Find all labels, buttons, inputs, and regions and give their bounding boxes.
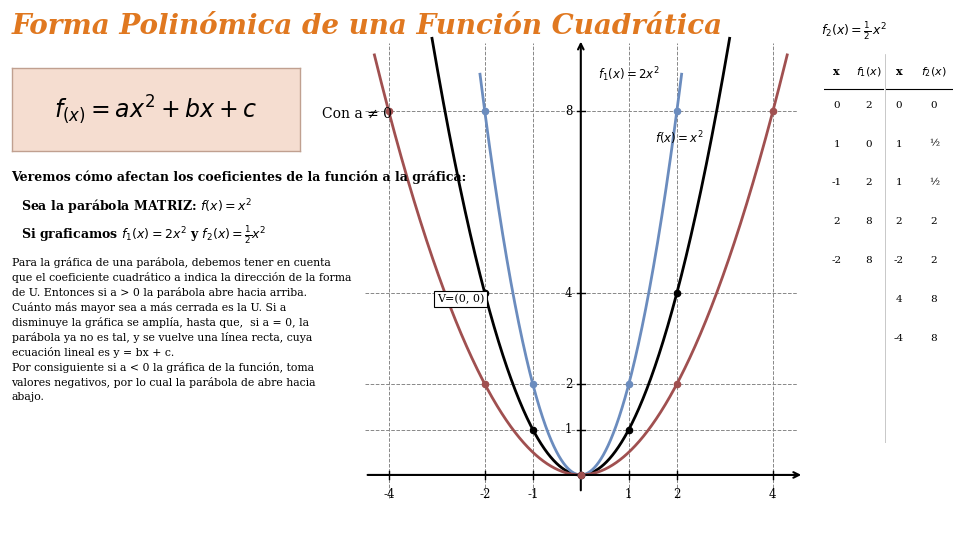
Text: -2: -2 — [479, 488, 491, 501]
Text: Sea la parábola MATRIZ: $f(x) = x^2$: Sea la parábola MATRIZ: $f(x) = x^2$ — [21, 197, 252, 217]
Text: 2: 2 — [833, 217, 840, 226]
Text: 2: 2 — [866, 178, 873, 187]
Text: -4: -4 — [894, 334, 904, 343]
Text: 2: 2 — [564, 377, 572, 390]
Text: $f(x) = x^2$: $f(x) = x^2$ — [655, 130, 704, 147]
Text: 0: 0 — [930, 100, 937, 110]
Text: 0: 0 — [833, 100, 840, 110]
Text: -1: -1 — [527, 488, 539, 501]
Text: 8: 8 — [930, 334, 937, 343]
Text: 0: 0 — [866, 139, 873, 148]
Text: -2: -2 — [831, 256, 842, 265]
Text: $f_1(x) = 2x^2$: $f_1(x) = 2x^2$ — [597, 66, 660, 84]
Text: 2: 2 — [930, 217, 937, 226]
Text: 2: 2 — [866, 100, 873, 110]
Text: x: x — [896, 66, 902, 77]
Text: 1: 1 — [625, 488, 633, 501]
Text: 1: 1 — [564, 423, 572, 436]
Text: Veremos cómo afectan los coeficientes de la función a la gráfica:: Veremos cómo afectan los coeficientes de… — [12, 170, 467, 184]
Text: 2: 2 — [896, 217, 902, 226]
Text: 4: 4 — [896, 295, 902, 304]
Text: 2: 2 — [673, 488, 681, 501]
Text: 4: 4 — [564, 287, 572, 300]
Text: -1: -1 — [831, 178, 842, 187]
Text: -4: -4 — [383, 488, 395, 501]
Text: 1: 1 — [896, 178, 902, 187]
Text: Si graficamos $f_1(x) = 2x^2$ y $f_2(x) = \frac{1}{2}x^2$: Si graficamos $f_1(x) = 2x^2$ y $f_2(x) … — [21, 224, 267, 246]
Text: Para la gráfica de una parábola, debemos tener en cuenta
que el coeficiente cuad: Para la gráfica de una parábola, debemos… — [12, 256, 351, 402]
Text: 8: 8 — [564, 105, 572, 118]
Text: $f_{(x)} = ax^2 + bx + c$: $f_{(x)} = ax^2 + bx + c$ — [54, 93, 257, 126]
Text: $f_1(x)$: $f_1(x)$ — [856, 66, 882, 79]
Text: 4: 4 — [769, 488, 777, 501]
Text: $f_2(x) = \frac{1}{2}\,x^2$: $f_2(x) = \frac{1}{2}\,x^2$ — [821, 21, 887, 43]
Text: x: x — [833, 66, 840, 77]
Text: 8: 8 — [866, 217, 873, 226]
Text: 8: 8 — [866, 256, 873, 265]
Text: ½: ½ — [928, 139, 939, 148]
Text: $f_2(x)$: $f_2(x)$ — [921, 66, 947, 79]
Text: 8: 8 — [930, 295, 937, 304]
Text: ½: ½ — [928, 178, 939, 187]
Text: V=(0, 0): V=(0, 0) — [437, 294, 484, 305]
Text: Forma Polinómica de una Función Cuadrática: Forma Polinómica de una Función Cuadráti… — [12, 14, 723, 40]
Text: 2: 2 — [930, 256, 937, 265]
Text: 0: 0 — [896, 100, 902, 110]
Text: 1: 1 — [896, 139, 902, 148]
Text: Con a ≠ 0: Con a ≠ 0 — [322, 106, 392, 120]
Text: 1: 1 — [833, 139, 840, 148]
Text: -2: -2 — [894, 256, 904, 265]
